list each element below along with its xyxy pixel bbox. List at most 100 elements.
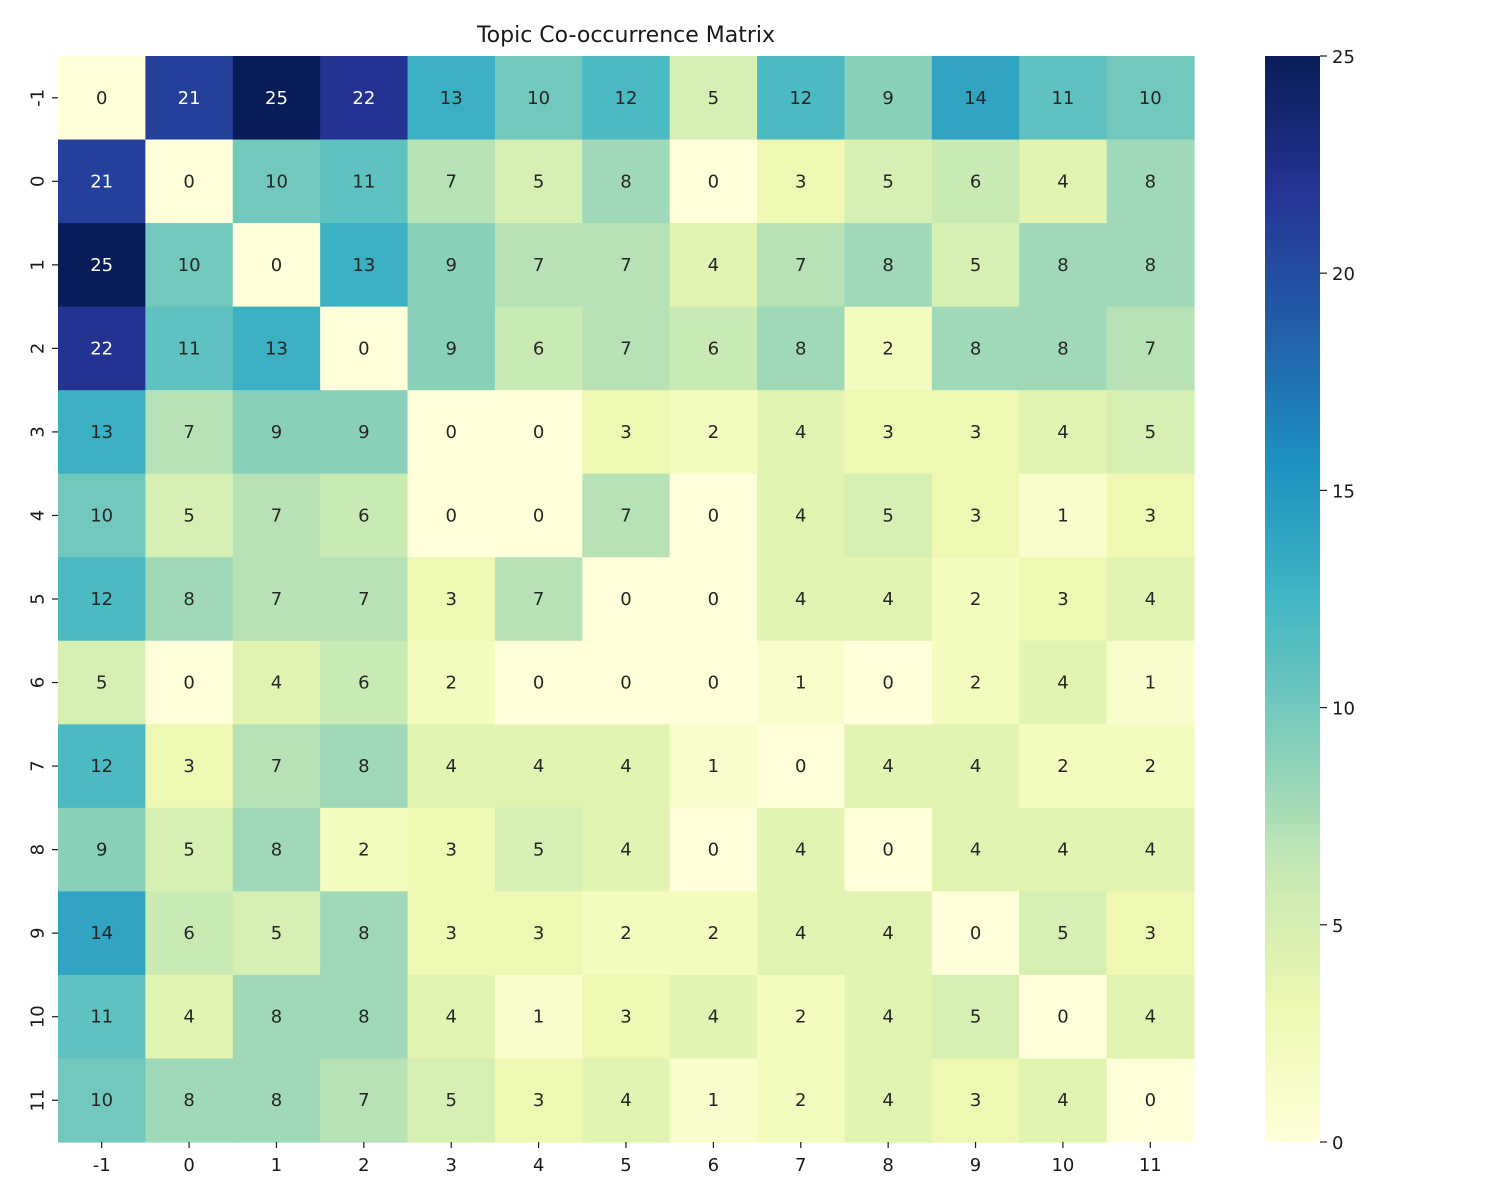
heatmap-cell	[145, 56, 234, 141]
cell-value-label: 0	[1145, 1090, 1156, 1111]
cell-value-label: 12	[90, 756, 113, 777]
heatmap-cell	[757, 807, 846, 892]
cell-value-label: 6	[970, 171, 981, 192]
heatmap-cell	[232, 891, 321, 976]
heatmap-cell	[145, 223, 234, 308]
heatmap-cell	[844, 1058, 933, 1143]
cell-value-label: 9	[446, 338, 457, 359]
cell-value-label: 13	[90, 422, 113, 443]
heatmap-cell	[844, 557, 933, 642]
cell-value-label: 22	[90, 338, 113, 359]
colorbar-tick-label: 10	[1332, 699, 1355, 720]
cell-value-label: 8	[271, 840, 282, 861]
heatmap-cell	[582, 473, 671, 558]
colorbar-tick-label: 15	[1332, 481, 1355, 502]
heatmap-cell	[844, 306, 933, 391]
heatmap-cell	[1106, 390, 1195, 475]
cell-value-label: 21	[178, 88, 201, 109]
y-tick-label: 5	[28, 593, 49, 604]
y-tick-label: 10	[28, 1005, 49, 1028]
cell-value-label: 2	[446, 673, 457, 694]
cell-value-label: 4	[1057, 171, 1068, 192]
x-tick-label: 9	[970, 1155, 981, 1176]
heatmap-cell	[145, 390, 234, 475]
heatmap-cell	[582, 807, 671, 892]
x-tick-label: 0	[183, 1155, 194, 1176]
cell-value-label: 8	[970, 338, 981, 359]
heatmap-cell	[58, 724, 146, 809]
heatmap-cell	[232, 974, 321, 1060]
cell-value-label: 5	[970, 1007, 981, 1028]
heatmap-cell	[145, 306, 234, 391]
heatmap-cell	[494, 807, 583, 892]
cell-value-label: 4	[446, 756, 457, 777]
heatmap-cell	[844, 974, 933, 1060]
heatmap-cell	[407, 557, 496, 642]
heatmap-cell	[145, 724, 234, 809]
cell-value-label: 8	[358, 756, 369, 777]
heatmap-cell	[232, 640, 321, 725]
cell-value-label: 11	[352, 171, 375, 192]
heatmap-cell	[320, 223, 409, 308]
cell-value-label: 3	[183, 756, 194, 777]
heatmap-cell	[58, 640, 146, 725]
cell-value-label: 4	[795, 923, 806, 944]
cell-value-label: 8	[795, 338, 806, 359]
heatmap-cell	[931, 724, 1020, 809]
cell-value-label: 2	[358, 840, 369, 861]
cell-value-label: 7	[446, 171, 457, 192]
cell-value-label: 0	[271, 255, 282, 276]
heatmap-cell	[232, 807, 321, 892]
heatmap-cell	[1106, 223, 1195, 308]
heatmap-cell	[844, 640, 933, 725]
cell-value-label: 4	[970, 756, 981, 777]
heatmap-cell	[1019, 807, 1108, 892]
heatmap-cell	[494, 139, 583, 224]
heatmap-cell	[669, 974, 758, 1060]
heatmap-cell	[669, 139, 758, 224]
heatmap-cell	[757, 974, 846, 1060]
cell-value-label: 3	[882, 422, 893, 443]
cell-value-label: 7	[358, 1090, 369, 1111]
heatmap-cell	[145, 807, 234, 892]
heatmap-cell	[58, 807, 146, 892]
y-tick-label: 8	[28, 844, 49, 855]
cell-value-label: 10	[527, 88, 550, 109]
heatmap-cell	[232, 56, 321, 141]
x-tick-label: 3	[446, 1155, 457, 1176]
heatmap-cell	[1019, 390, 1108, 475]
cell-value-label: 0	[96, 88, 107, 109]
heatmap-cell	[582, 557, 671, 642]
cell-value-label: 9	[882, 88, 893, 109]
cell-value-label: 7	[620, 338, 631, 359]
cell-value-label: 7	[533, 589, 544, 610]
cell-value-label: 5	[183, 840, 194, 861]
cell-value-label: 4	[795, 840, 806, 861]
y-tick-label: 4	[28, 510, 49, 521]
heatmap-cell	[407, 1058, 496, 1143]
heatmap-cell	[931, 223, 1020, 308]
heatmap-cell	[757, 139, 846, 224]
cell-value-label: 4	[882, 589, 893, 610]
heatmap-cell	[145, 473, 234, 558]
heatmap-cell	[931, 390, 1020, 475]
heatmap-cell	[757, 557, 846, 642]
heatmap-cell	[1019, 640, 1108, 725]
cell-value-label: 4	[1057, 422, 1068, 443]
heatmap-cell	[494, 724, 583, 809]
heatmap-cell	[1106, 807, 1195, 892]
x-tick-label: 4	[533, 1155, 544, 1176]
cell-value-label: 3	[446, 923, 457, 944]
heatmap-cell	[232, 306, 321, 391]
heatmap-cell	[145, 557, 234, 642]
heatmap-cell	[582, 640, 671, 725]
colorbar-gradient	[1265, 56, 1320, 1142]
heatmap-cell	[844, 139, 933, 224]
heatmap-cell	[145, 974, 234, 1060]
cell-value-label: 4	[795, 505, 806, 526]
cell-value-label: 5	[271, 923, 282, 944]
heatmap-cell	[58, 139, 146, 224]
heatmap-cell	[757, 1058, 846, 1143]
cell-value-label: 25	[90, 255, 113, 276]
heatmap-cell	[407, 473, 496, 558]
